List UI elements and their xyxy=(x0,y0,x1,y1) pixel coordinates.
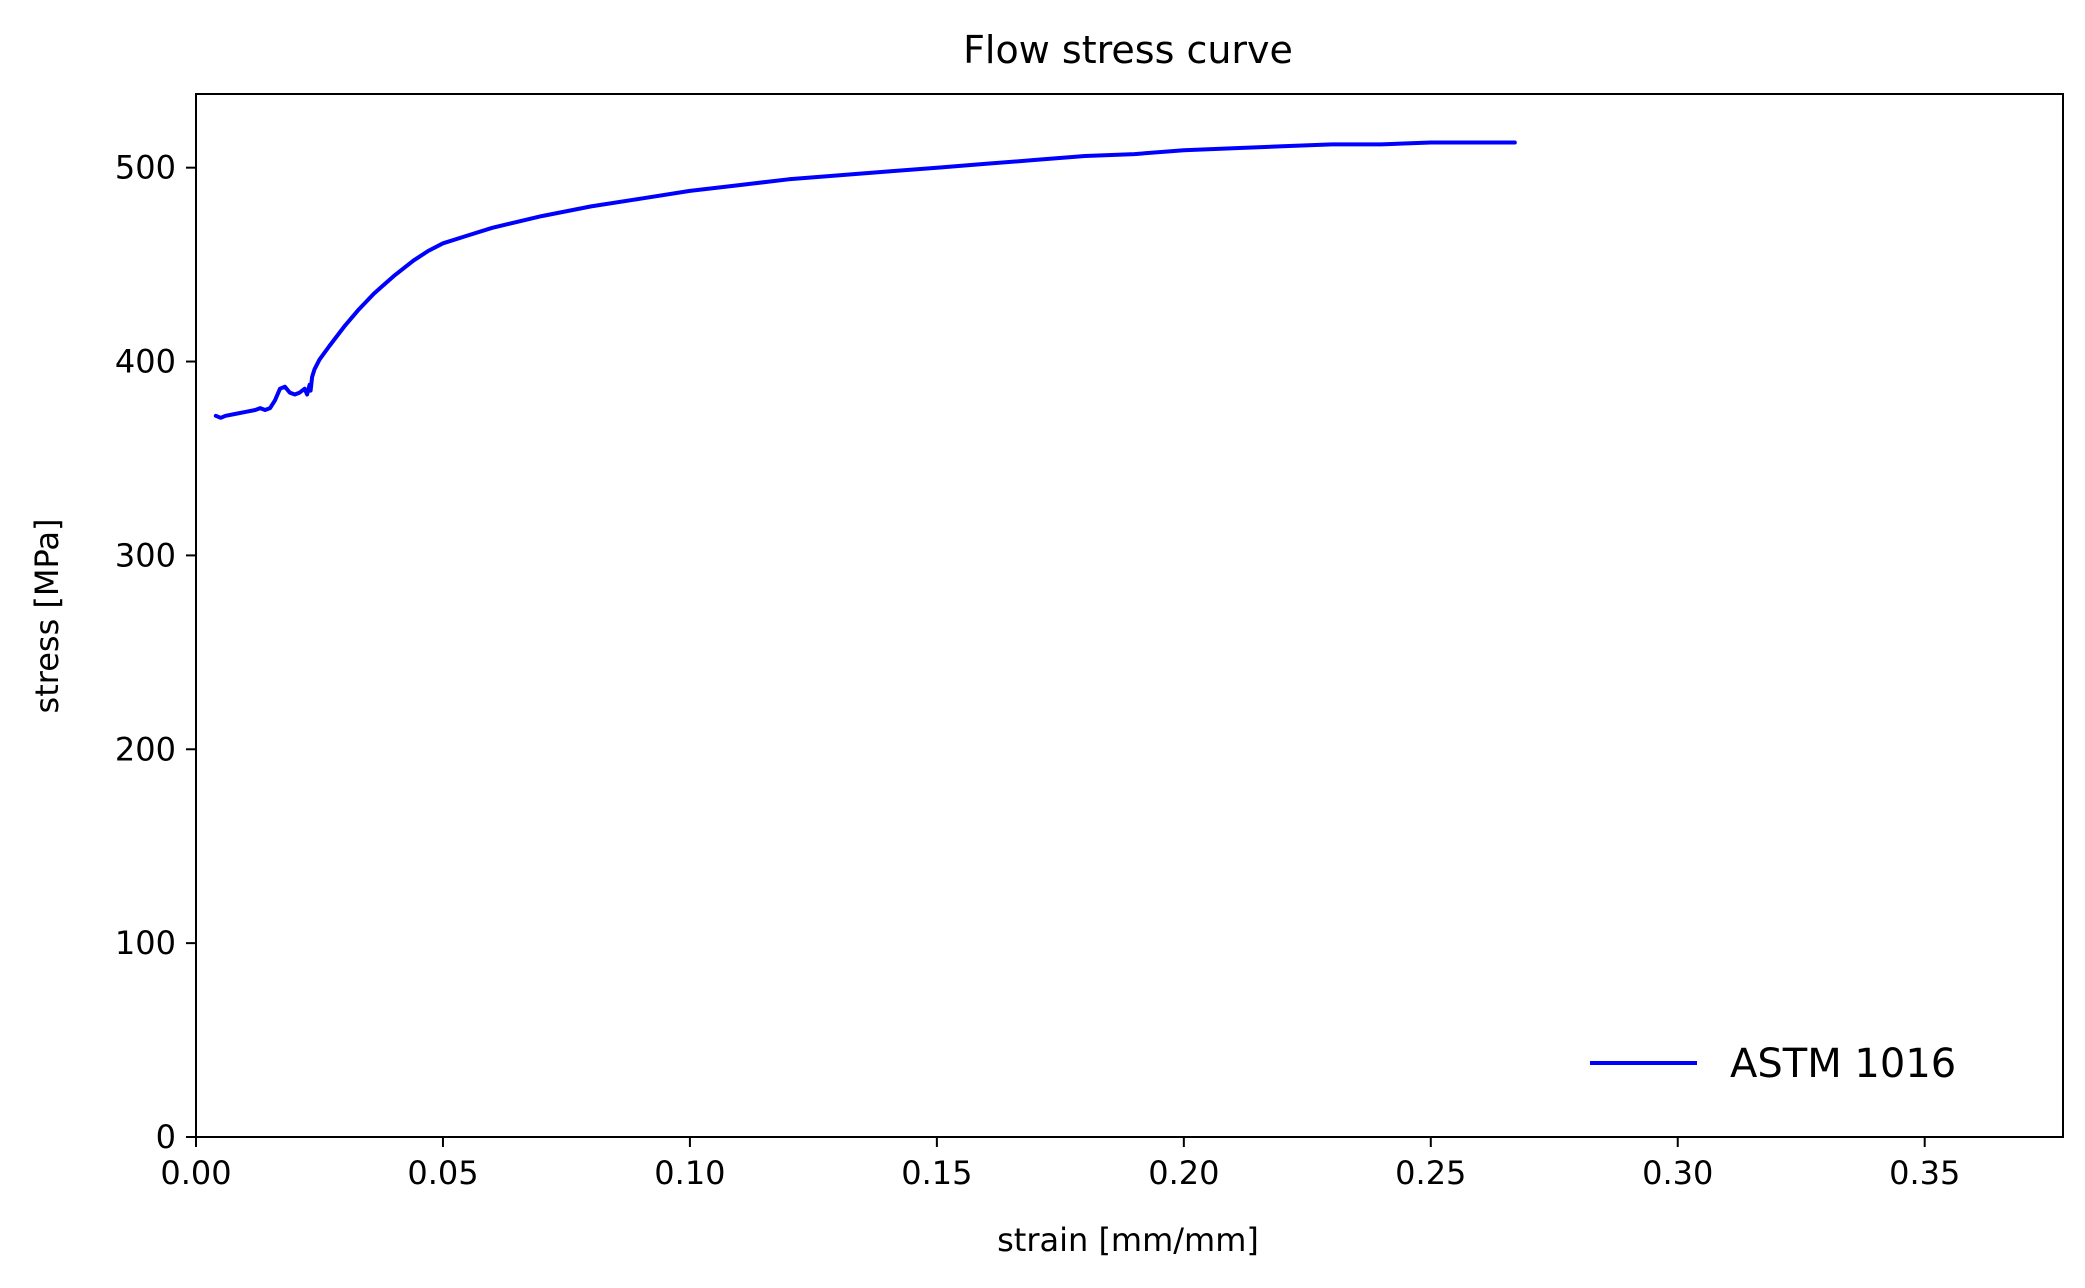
x-tick-label: 0.05 xyxy=(407,1154,478,1192)
plot-frame xyxy=(195,93,2064,1138)
x-tick-label: 0.25 xyxy=(1395,1154,1466,1192)
y-tick-label: 0 xyxy=(156,1118,176,1156)
x-tick-label: 0.30 xyxy=(1642,1154,1713,1192)
y-tick-label: 400 xyxy=(115,343,176,381)
y-tick-label: 300 xyxy=(115,536,176,574)
x-axis: 0.00 0.05 0.10 0.15 0.20 0.25 0.30 0.35 xyxy=(160,1137,1960,1192)
x-tick-label: 0.20 xyxy=(1148,1154,1219,1192)
y-axis: 0 100 200 300 400 500 xyxy=(115,149,196,1156)
y-axis-label: stress [MPa] xyxy=(28,519,66,714)
y-tick-label: 100 xyxy=(115,924,176,962)
x-tick-label: 0.00 xyxy=(160,1154,231,1192)
x-axis-label: strain [mm/mm] xyxy=(997,1221,1259,1259)
legend-label-astm-1016: ASTM 1016 xyxy=(1730,1041,1956,1087)
x-tick-label: 0.10 xyxy=(654,1154,725,1192)
series-line-0 xyxy=(213,140,1517,420)
y-tick-label: 500 xyxy=(115,149,176,187)
plot-area xyxy=(195,93,2064,1138)
x-tick-label: 0.15 xyxy=(901,1154,972,1192)
chart-title: Flow stress curve xyxy=(963,28,1293,72)
y-tick-label: 200 xyxy=(115,730,176,768)
x-tick-label: 0.35 xyxy=(1889,1154,1960,1192)
series-layer xyxy=(213,140,1517,420)
legend: ASTM 1016 xyxy=(1590,1041,1956,1087)
